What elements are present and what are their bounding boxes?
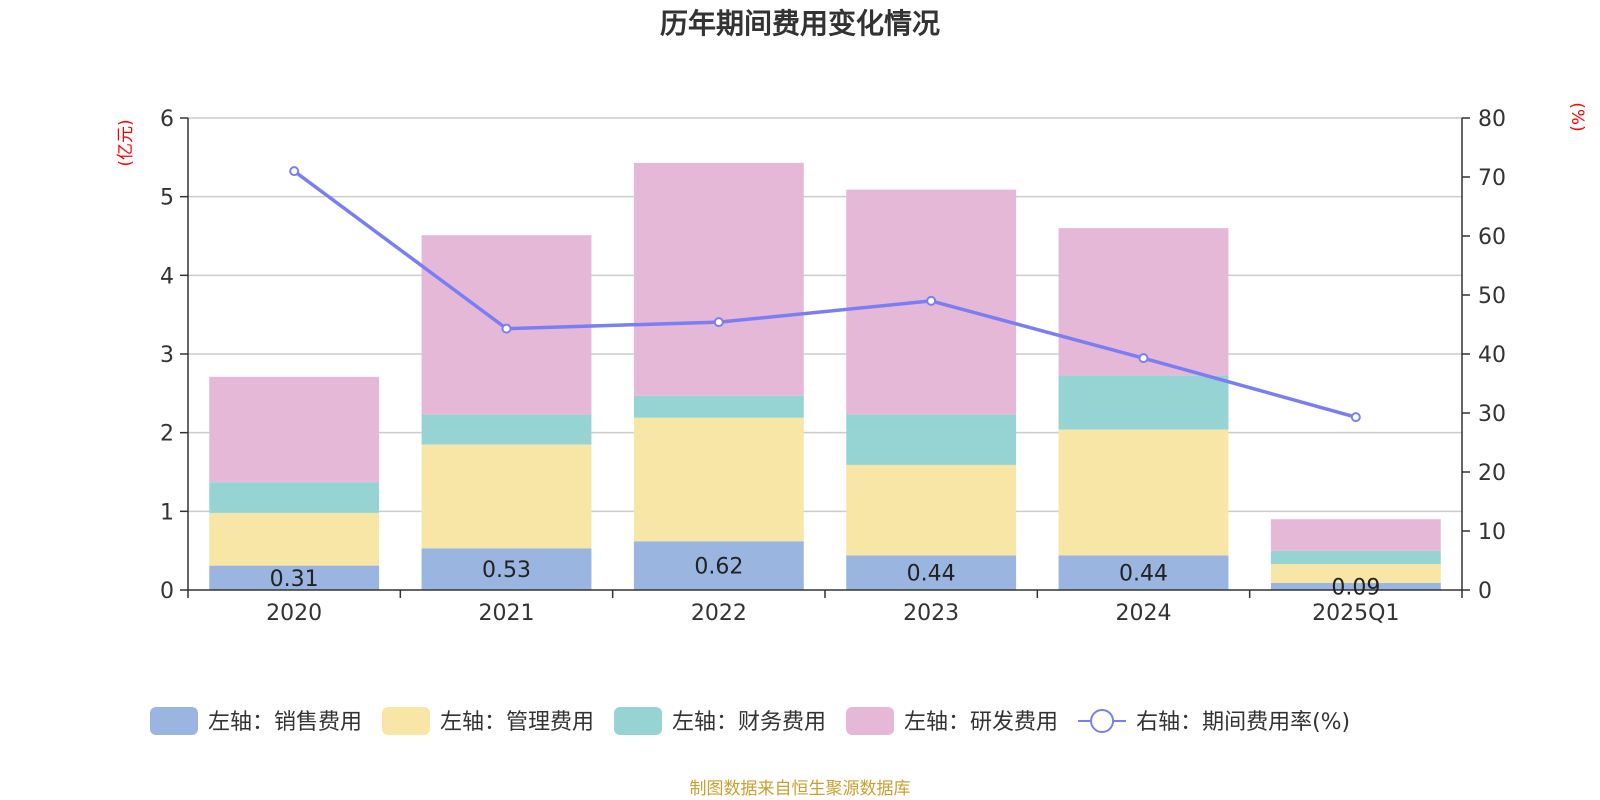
bar-segment bbox=[421, 548, 592, 590]
x-tick-label: 2024 bbox=[1116, 601, 1172, 626]
legend-swatch bbox=[382, 707, 431, 735]
bar-segment bbox=[1270, 550, 1441, 565]
right-tick-label: 70 bbox=[1478, 166, 1506, 191]
rate-point bbox=[1138, 353, 1149, 364]
bar-segment bbox=[1270, 582, 1441, 590]
chart-title: 历年期间费用变化情况 bbox=[660, 7, 940, 40]
grid bbox=[188, 117, 1462, 513]
x-tick-label: 2021 bbox=[479, 601, 535, 626]
left-axis-unit: (亿元) bbox=[116, 119, 136, 166]
legend-swatch bbox=[150, 707, 198, 735]
left-tick-label: 2 bbox=[160, 422, 174, 447]
rate-point bbox=[501, 323, 512, 334]
right-tick-label: 30 bbox=[1478, 402, 1506, 427]
right-tick-label: 10 bbox=[1478, 520, 1506, 545]
data-label: 0.53 bbox=[482, 558, 531, 583]
right-tick-label: 50 bbox=[1478, 284, 1506, 309]
left-tick-label: 4 bbox=[160, 264, 174, 289]
source-note: 制图数据来自恒生聚源数据库 bbox=[690, 779, 911, 799]
right-tick-label: 20 bbox=[1478, 461, 1506, 486]
bar-segment bbox=[1058, 228, 1229, 376]
data-label: 0.62 bbox=[694, 555, 743, 580]
x-tick-label: 2023 bbox=[903, 601, 959, 626]
data-label: 0.44 bbox=[907, 562, 956, 587]
left-tick-label: 3 bbox=[160, 343, 174, 368]
legend-label: 左轴：研发费用 bbox=[904, 710, 1058, 735]
bar-segment bbox=[1058, 429, 1229, 556]
x-tick-label: 2025Q1 bbox=[1312, 601, 1399, 626]
bar-segment bbox=[633, 417, 804, 542]
bars bbox=[209, 162, 1441, 590]
bar-segment bbox=[1058, 375, 1229, 430]
rate-line bbox=[289, 166, 1361, 423]
bar-segment bbox=[1270, 519, 1441, 551]
data-label: 0.44 bbox=[1119, 562, 1168, 587]
rate-point bbox=[713, 317, 724, 328]
legend-label: 左轴：销售费用 bbox=[208, 710, 362, 735]
bar-segment bbox=[209, 565, 380, 590]
legend-label: 右轴：期间费用率(%) bbox=[1136, 710, 1350, 735]
bar-segment bbox=[633, 541, 804, 590]
bar-segment bbox=[209, 376, 380, 483]
data-label: 0.09 bbox=[1331, 575, 1380, 600]
bar-segment bbox=[846, 414, 1017, 465]
data-label: 0.31 bbox=[270, 567, 319, 592]
left-tick-label: 5 bbox=[160, 186, 174, 211]
bar-segment bbox=[1270, 564, 1441, 583]
bar-segment bbox=[421, 444, 592, 549]
legend-swatch bbox=[846, 707, 895, 735]
bar-segment bbox=[1058, 555, 1229, 590]
x-tick-label: 2020 bbox=[266, 601, 322, 626]
right-axis-unit: (%) bbox=[1567, 102, 1587, 131]
legend-swatch bbox=[614, 707, 663, 735]
bar-segment bbox=[846, 464, 1017, 556]
right-tick-label: 40 bbox=[1478, 343, 1506, 368]
bar-segment bbox=[633, 395, 804, 418]
right-tick-label: 0 bbox=[1478, 579, 1492, 604]
left-tick-label: 0 bbox=[160, 579, 174, 604]
right-tick-label: 60 bbox=[1478, 225, 1506, 250]
rate-line-path bbox=[293, 169, 1357, 419]
legend-marker bbox=[1090, 709, 1115, 733]
rate-point bbox=[1350, 412, 1361, 423]
left-tick-label: 6 bbox=[160, 107, 174, 132]
rate-point bbox=[926, 295, 937, 306]
bar-segment bbox=[209, 512, 380, 566]
legend-label: 左轴：管理费用 bbox=[440, 710, 594, 735]
bar-segment bbox=[846, 555, 1017, 590]
rate-point bbox=[289, 166, 300, 177]
x-tick-label: 2022 bbox=[691, 601, 747, 626]
bar-segment bbox=[633, 162, 804, 396]
right-tick-label: 80 bbox=[1478, 107, 1506, 132]
bar-segment bbox=[421, 414, 592, 445]
legend: 左轴：销售费用 左轴：管理费用 左轴：财务费用 左轴：研发费用 右轴：期间费用率(%) bbox=[150, 707, 1350, 735]
legend-label: 左轴：财务费用 bbox=[672, 710, 826, 735]
bar-segment bbox=[209, 482, 380, 513]
left-tick-label: 1 bbox=[160, 500, 174, 525]
data-labels: 0.31 0.53 0.62 0.44 0.44 0.09 bbox=[270, 555, 1381, 601]
